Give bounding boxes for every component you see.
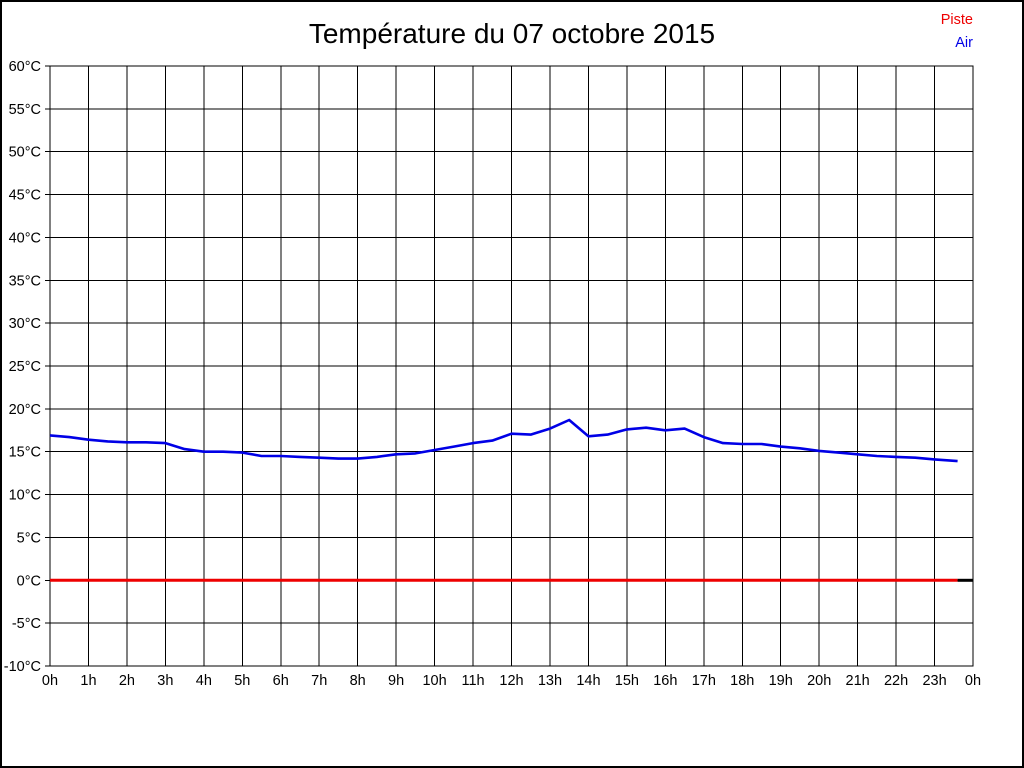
x-tick-label: 0h [965, 673, 981, 689]
x-tick-label: 1h [80, 673, 96, 689]
y-tick-label: 15°C [9, 445, 41, 461]
grid [45, 65, 974, 667]
x-tick-label: 13h [538, 673, 562, 689]
y-tick-label: -5°C [12, 616, 41, 632]
y-tick-label: 5°C [17, 530, 41, 546]
x-tick-label: 11h [461, 673, 484, 689]
x-tick-label: 15h [615, 673, 639, 689]
x-tick-label: 0h [42, 673, 58, 689]
y-tick-label: 0°C [17, 573, 41, 589]
x-tick-label: 16h [653, 673, 677, 689]
x-tick-label: 21h [846, 673, 870, 689]
x-tick-label: 2h [119, 673, 135, 689]
y-tick-label: 10°C [9, 488, 41, 504]
x-tick-label: 18h [730, 673, 754, 689]
x-tick-label: 8h [350, 673, 366, 689]
x-tick-label: 6h [273, 673, 289, 689]
y-tick-label: 55°C [9, 102, 41, 118]
series-air [49, 418, 958, 463]
y-tick-label: 25°C [9, 359, 41, 375]
x-axis-labels: 0h 1h 2h 3h 4h 5h 6h 7h 8h 9h 10h 11h 12h 13h 14h 15h 16… [42, 673, 981, 689]
y-tick-label: 50°C [9, 145, 41, 161]
y-tick-label: 45°C [9, 188, 41, 204]
chart-legend: Piste Air [941, 12, 973, 52]
plot-frame [49, 65, 974, 667]
x-tick-label: 9h [388, 673, 404, 689]
legend-item-air: Air [955, 35, 973, 51]
chart-title: Température du 07 octobre 2015 [308, 18, 716, 49]
x-tick-label: 20h [807, 673, 831, 689]
legend-item-piste: Piste [940, 12, 973, 28]
y-axis-labels: -10°C -5°C 0°C 5°C 10°C 15°C 20°C 25°C 30°C 35°C 4… [4, 59, 41, 675]
y-tick-label: -10°C [4, 659, 41, 675]
x-tick-label: 23h [922, 673, 946, 689]
y-tick-label: 35°C [9, 273, 41, 289]
x-tick-label: 19h [769, 673, 793, 689]
y-tick-label: 20°C [9, 402, 41, 418]
x-tick-label: 10h [422, 673, 446, 689]
y-tick-label: 60°C [9, 59, 41, 75]
y-tick-label: 30°C [9, 316, 41, 332]
x-tick-label: 4h [196, 673, 212, 689]
x-tick-label: 12h [499, 673, 523, 689]
x-tick-label: 3h [157, 673, 173, 689]
x-tick-label: 7h [311, 673, 327, 689]
x-tick-label: 17h [692, 673, 716, 689]
x-tick-label: 22h [884, 673, 908, 689]
x-tick-label: 5h [234, 673, 250, 689]
x-tick-label: 14h [576, 673, 600, 689]
y-tick-label: 40°C [9, 230, 41, 246]
